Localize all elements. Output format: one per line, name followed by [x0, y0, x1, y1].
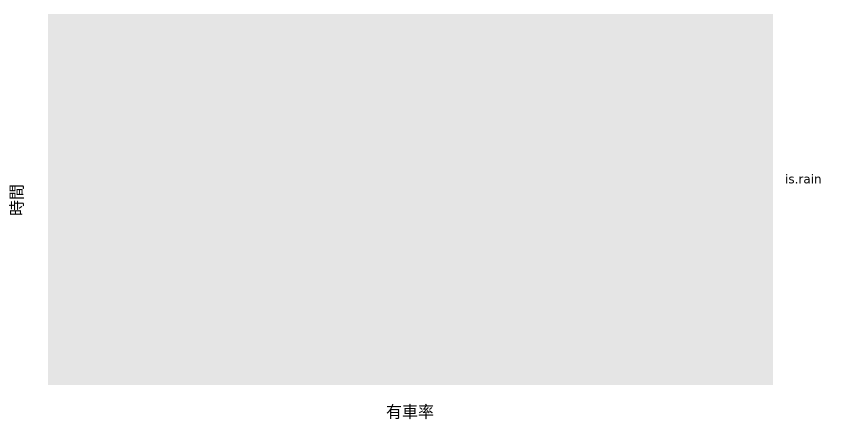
panel	[48, 14, 773, 385]
x-axis-label: 有車率	[386, 403, 434, 422]
legend-title: is.rain	[785, 173, 822, 187]
y-axis-label: 時間	[8, 184, 27, 216]
legend: is.rain	[785, 173, 822, 187]
